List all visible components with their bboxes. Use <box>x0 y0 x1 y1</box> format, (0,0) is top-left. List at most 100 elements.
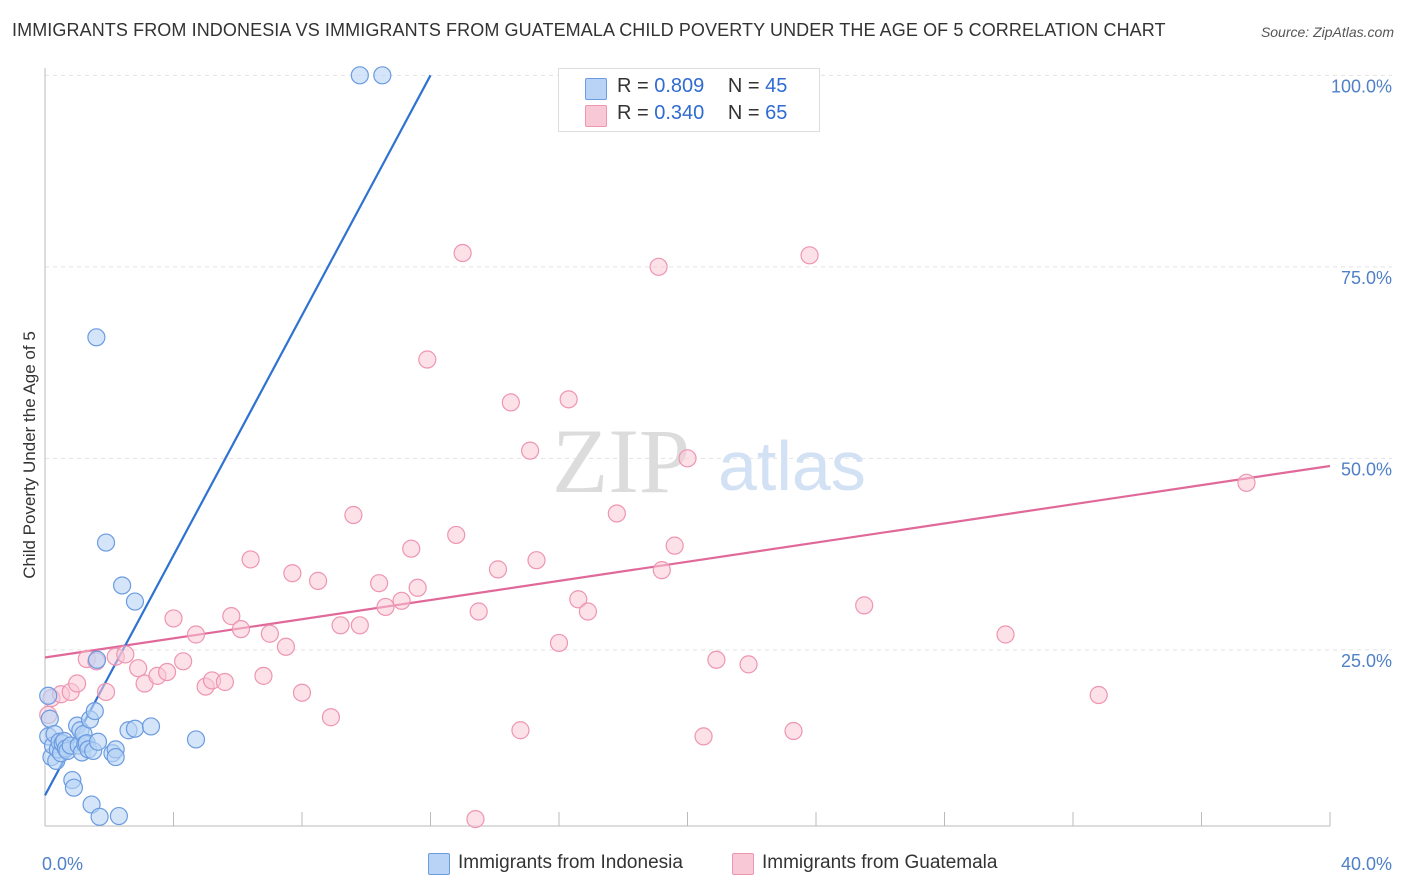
point-guatemala <box>276 637 296 656</box>
legend-swatch-indonesia <box>585 78 607 100</box>
point-guatemala <box>376 597 395 617</box>
point-guatemala <box>488 560 508 579</box>
point-guatemala <box>469 602 488 621</box>
zipatlas-watermark: ZIP atlas <box>552 410 866 512</box>
point-guatemala <box>501 393 520 412</box>
legend-n-label: N = <box>727 75 766 97</box>
point-indonesia <box>125 719 145 738</box>
point-guatemala <box>96 682 116 702</box>
point-indonesia <box>87 328 106 347</box>
legend-n-value-guatemala: 65 <box>765 102 788 124</box>
point-indonesia <box>125 592 145 611</box>
bottom-legend-swatch-indonesia <box>428 853 450 875</box>
point-guatemala <box>254 666 273 685</box>
series-guatemala <box>39 243 1256 829</box>
point-guatemala <box>129 659 148 678</box>
point-guatemala <box>241 550 260 569</box>
y-tick-label: 75.0% <box>1341 268 1392 288</box>
point-guatemala <box>707 650 726 669</box>
point-guatemala <box>652 561 671 580</box>
legend-swatch-guatemala <box>585 105 607 127</box>
point-indonesia <box>39 686 58 705</box>
bottom-legend-guatemala: Immigrants from Guatemala <box>732 852 998 875</box>
point-guatemala <box>527 551 546 570</box>
point-guatemala <box>578 602 598 621</box>
point-guatemala <box>453 243 472 263</box>
bottom-legend-swatch-guatemala <box>732 853 754 875</box>
point-guatemala <box>260 624 279 643</box>
bottom-legend-label-indonesia: Immigrants from Indonesia <box>458 852 683 873</box>
point-guatemala <box>402 539 421 558</box>
series-indonesia <box>39 66 392 826</box>
point-guatemala <box>665 536 684 555</box>
legend-r-label: R = <box>617 102 655 124</box>
legend-row-indonesia: R = 0.809 N = 45 <box>585 75 788 100</box>
point-indonesia <box>186 730 206 749</box>
point-guatemala <box>68 674 87 693</box>
point-guatemala <box>164 609 183 628</box>
point-guatemala <box>392 591 411 610</box>
point-indonesia <box>112 576 132 595</box>
point-guatemala <box>157 662 177 682</box>
point-guatemala <box>186 625 206 644</box>
point-guatemala <box>222 607 241 626</box>
point-indonesia <box>109 806 128 826</box>
trend-lines <box>44 74 1331 796</box>
watermark-atlas: atlas <box>718 427 866 505</box>
chart-title: IMMIGRANTS FROM INDONESIA VS IMMIGRANTS … <box>12 20 1166 40</box>
point-indonesia <box>40 709 59 728</box>
point-guatemala <box>447 525 466 545</box>
legend-n-label: N = <box>727 102 766 124</box>
point-indonesia <box>106 747 125 767</box>
point-guatemala <box>996 625 1015 644</box>
point-guatemala <box>678 449 697 468</box>
point-guatemala <box>649 257 668 276</box>
point-guatemala <box>1089 685 1108 705</box>
point-guatemala <box>855 596 874 615</box>
point-indonesia <box>373 66 392 85</box>
x-tick-label: 40.0% <box>1341 854 1392 874</box>
point-guatemala <box>174 652 193 671</box>
y-tick-label: 50.0% <box>1341 459 1392 479</box>
legend-r-value-guatemala: 0.340 <box>654 102 705 124</box>
point-guatemala <box>408 578 427 597</box>
point-guatemala <box>559 390 578 409</box>
point-guatemala <box>739 655 758 674</box>
legend-n-value-indonesia: 45 <box>765 75 788 97</box>
chart-source: Source: ZipAtlas.com <box>1260 24 1394 40</box>
legend-row-guatemala: R = 0.340 N = 65 <box>585 102 788 127</box>
point-guatemala <box>694 727 713 746</box>
point-guatemala <box>520 441 540 460</box>
y-axis-label: Child Poverty Under the Age of 5 <box>20 331 39 579</box>
point-guatemala <box>321 708 341 727</box>
watermark-zip: ZIP <box>552 410 690 512</box>
correlation-legend: R = 0.809 N = 45 R = 0.340 N = 65 <box>558 68 820 132</box>
point-guatemala <box>331 616 350 635</box>
point-indonesia <box>87 650 107 669</box>
y-tick-label: 25.0% <box>1341 651 1392 671</box>
point-guatemala <box>466 810 485 829</box>
point-guatemala <box>800 246 819 265</box>
point-guatemala <box>350 616 369 635</box>
point-guatemala <box>344 505 363 525</box>
point-guatemala <box>370 574 389 593</box>
point-guatemala <box>283 564 302 583</box>
bottom-legend-label-guatemala: Immigrants from Guatemala <box>762 852 998 873</box>
y-tick-label: 100.0% <box>1331 76 1392 96</box>
point-guatemala <box>292 683 312 702</box>
trend-line-indonesia <box>44 74 432 796</box>
point-guatemala <box>607 504 626 523</box>
point-guatemala <box>215 672 234 692</box>
tick-labels: 100.0% 75.0% 50.0% 25.0% 0.0% 40.0% <box>42 76 1392 874</box>
point-indonesia <box>85 701 104 721</box>
point-indonesia <box>90 807 109 826</box>
legend-r-label: R = <box>617 75 655 97</box>
bottom-legend-indonesia: Immigrants from Indonesia <box>428 852 683 875</box>
point-guatemala <box>231 620 251 639</box>
x-tick-label: 0.0% <box>42 854 83 874</box>
point-guatemala <box>784 721 803 741</box>
point-guatemala <box>511 721 530 740</box>
point-guatemala <box>116 645 135 664</box>
point-guatemala <box>1237 473 1256 492</box>
